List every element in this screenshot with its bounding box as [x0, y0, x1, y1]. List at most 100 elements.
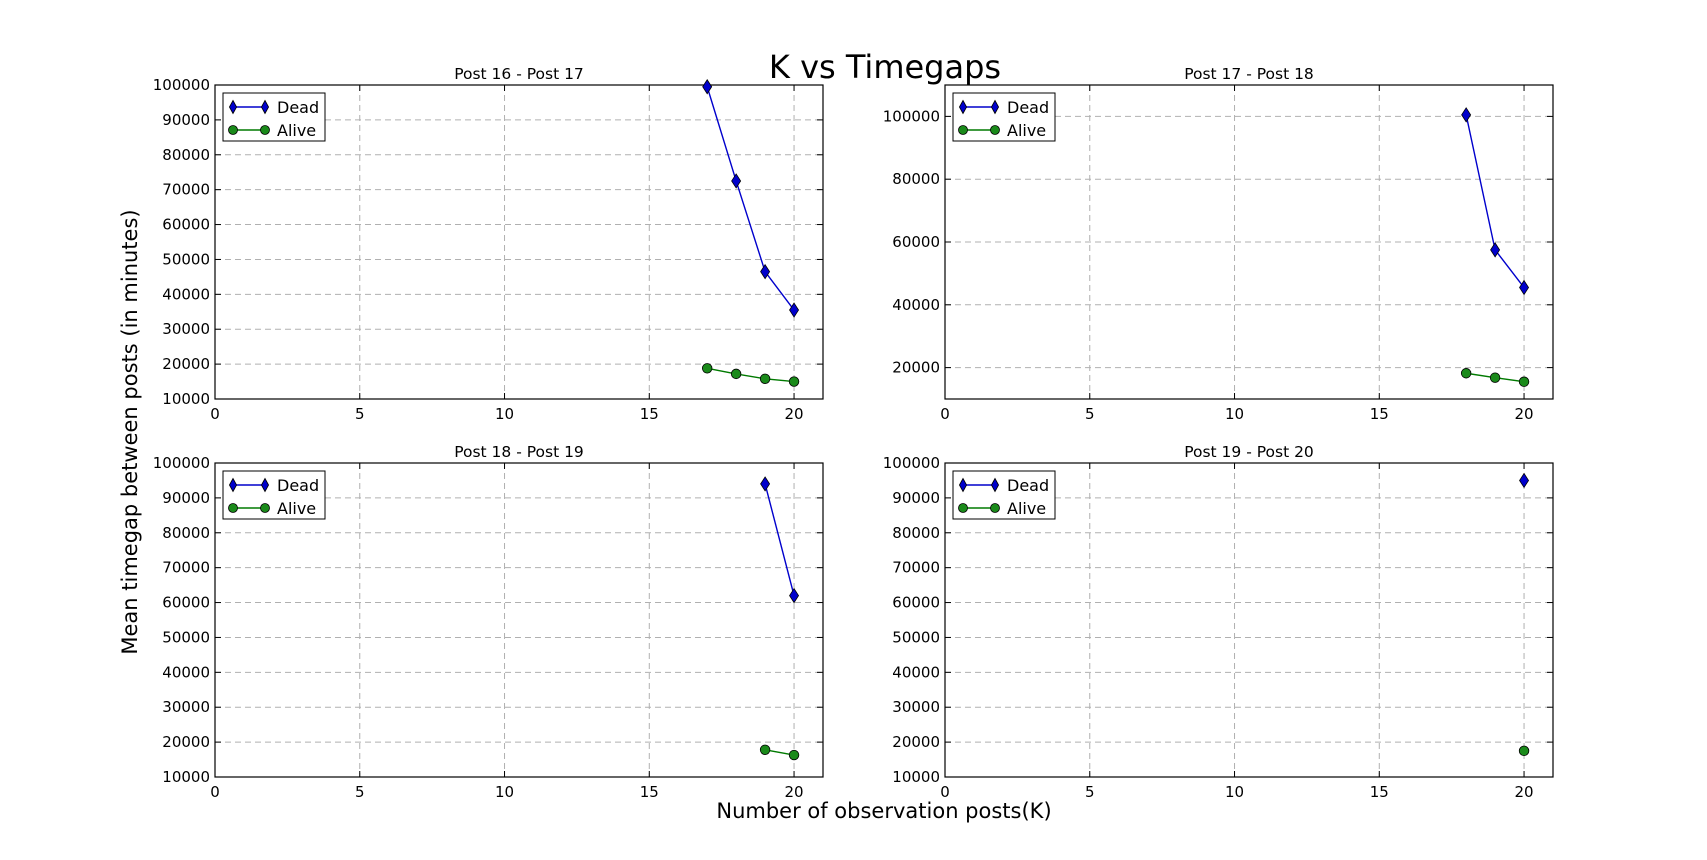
y-tick-label: 20000 — [162, 355, 210, 373]
data-point-alive — [1489, 372, 1501, 383]
y-tick-label: 30000 — [892, 698, 940, 716]
y-tick-label: 60000 — [892, 233, 940, 251]
legend-marker-dead — [260, 99, 270, 115]
y-tick-label: 100000 — [883, 107, 940, 125]
y-tick-label: 80000 — [892, 170, 940, 188]
subplot-2: 0 5 10 15 20 20000 40000 60000 80000 100000 Post 1… — [883, 65, 1554, 423]
y-tick-label: 10000 — [162, 390, 210, 408]
legend-label-dead: Dead — [277, 98, 319, 117]
data-point-dead — [1461, 107, 1472, 123]
data-point-alive — [1518, 745, 1530, 757]
legend-marker-alive — [958, 503, 968, 513]
y-tick-label: 30000 — [162, 698, 210, 716]
legend-marker-dead — [228, 99, 238, 115]
data-point-dead — [760, 263, 771, 280]
y-tick-label: 70000 — [162, 181, 210, 199]
y-tick-label: 100000 — [153, 454, 210, 472]
x-tick-label: 0 — [940, 783, 950, 801]
y-tick-label: 40000 — [892, 663, 940, 681]
data-point-alive — [788, 749, 800, 761]
legend: Dead Alive — [222, 92, 326, 142]
subplot-1: 0 5 10 15 20 10000 20000 30000 40000 50000 60000 70… — [153, 65, 824, 423]
y-tick-label: 40000 — [162, 663, 210, 681]
y-tick-label: 20000 — [162, 733, 210, 751]
series-line-dead — [706, 86, 795, 311]
legend-label-dead: Dead — [277, 476, 319, 495]
x-tick-label: 10 — [1225, 783, 1244, 801]
x-tick-label: 5 — [1085, 405, 1095, 423]
legend-label-alive: Alive — [1007, 121, 1046, 140]
legend-marker-alive — [958, 125, 968, 135]
legend-marker-dead — [228, 477, 238, 493]
y-tick-label: 20000 — [892, 359, 940, 377]
y-tick-label: 80000 — [162, 146, 210, 164]
data-point-alive — [701, 363, 713, 374]
legend: Dead Alive — [952, 470, 1056, 520]
y-tick-label: 60000 — [892, 594, 940, 612]
subplot-title: Post 19 - Post 20 — [1184, 443, 1314, 461]
legend-marker-dead — [990, 477, 1000, 493]
subplot-3: 0 5 10 15 20 10000 20000 30000 40000 50000 60000 70… — [153, 443, 824, 801]
plot-frame — [214, 84, 824, 400]
data-point-alive — [759, 744, 771, 755]
x-tick-label: 10 — [495, 783, 514, 801]
x-tick-label: 20 — [785, 405, 804, 423]
legend-box — [222, 470, 326, 520]
plot-frame — [214, 462, 824, 778]
data-point-dead — [731, 173, 742, 189]
y-tick-label: 80000 — [892, 524, 940, 542]
data-point-dead — [1519, 279, 1530, 296]
subplot-4: 0 5 10 15 20 10000 20000 30000 40000 50000 60000 70… — [883, 443, 1554, 801]
legend-marker-alive — [228, 125, 238, 135]
series-line-dead — [764, 483, 795, 596]
legend-box — [222, 92, 326, 142]
y-tick-label: 50000 — [892, 628, 940, 646]
y-tick-label: 80000 — [162, 524, 210, 542]
x-tick-label: 5 — [1085, 783, 1095, 801]
plot-frame — [944, 462, 1554, 778]
figure-ylabel: Mean timegap between posts (in minutes) — [118, 209, 142, 654]
legend-label-alive: Alive — [1007, 499, 1046, 518]
legend-marker-alive — [228, 503, 238, 513]
y-tick-label: 90000 — [892, 489, 940, 507]
y-tick-label: 40000 — [892, 296, 940, 314]
legend-marker-alive — [260, 503, 270, 513]
y-tick-label: 50000 — [162, 628, 210, 646]
subplot-grid: 0 5 10 15 20 10000 20000 30000 40000 50000 60000 70… — [153, 65, 1554, 801]
legend-label-alive: Alive — [277, 121, 316, 140]
data-point-dead — [702, 79, 713, 95]
y-tick-label: 90000 — [162, 111, 210, 129]
x-tick-label: 5 — [355, 783, 365, 801]
subplot-title: Post 18 - Post 19 — [454, 443, 584, 461]
data-point-dead — [789, 302, 800, 318]
y-tick-label: 10000 — [892, 768, 940, 786]
x-tick-label: 20 — [1515, 405, 1534, 423]
legend-marker-dead — [958, 477, 968, 493]
x-tick-label: 15 — [640, 783, 659, 801]
y-tick-label: 20000 — [892, 733, 940, 751]
x-tick-label: 15 — [640, 405, 659, 423]
subplot-title: Post 17 - Post 18 — [1184, 65, 1314, 83]
figure-title: K vs Timegaps — [769, 48, 1001, 86]
y-tick-label: 60000 — [162, 594, 210, 612]
legend: Dead Alive — [952, 92, 1056, 142]
legend-box — [952, 92, 1056, 142]
data-point-alive — [759, 373, 771, 384]
legend-marker-alive — [990, 503, 1000, 513]
y-tick-label: 90000 — [162, 489, 210, 507]
data-point-dead — [760, 476, 771, 492]
x-tick-label: 20 — [1515, 783, 1534, 801]
x-tick-label: 15 — [1370, 783, 1389, 801]
y-tick-label: 100000 — [153, 76, 210, 94]
legend-label-dead: Dead — [1007, 476, 1049, 495]
x-tick-label: 15 — [1370, 405, 1389, 423]
legend-label-dead: Dead — [1007, 98, 1049, 117]
data-point-dead — [1490, 242, 1501, 258]
data-point-alive — [730, 368, 742, 380]
y-tick-label: 70000 — [892, 559, 940, 577]
legend-marker-dead — [958, 99, 968, 115]
data-point-dead — [789, 587, 800, 604]
figure-xlabel: Number of observation posts(K) — [716, 799, 1051, 823]
x-tick-label: 5 — [355, 405, 365, 423]
legend-marker-dead — [260, 477, 270, 493]
